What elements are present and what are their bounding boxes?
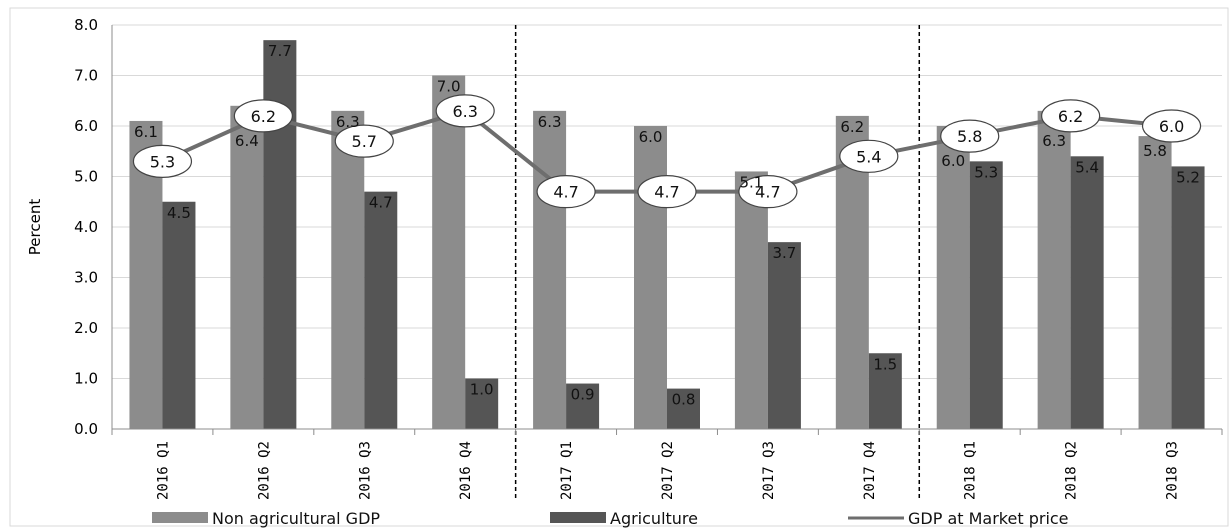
bar-agriculture (667, 388, 700, 429)
gdp-point-marker (233, 99, 293, 133)
data-label-agriculture: 1.0 (470, 381, 494, 399)
data-labels: 6.1 4.5 6.4 7.7 6.3 4.7 7.0 1.0 6.3 0.9 6.0 0.8 5.1 3… (134, 42, 1200, 408)
bar-agriculture (868, 353, 902, 429)
year-separators (514, 25, 921, 500)
gdp-point-label: 4.7 (654, 183, 679, 202)
bar-agriculture (566, 383, 600, 429)
data-label-non-agricultural-gdp: 5.1 (739, 173, 763, 191)
data-label-non-agricultural-gdp: 6.3 (336, 113, 360, 131)
gdp-point-label: 5.4 (856, 147, 881, 166)
data-label-non-agricultural-gdp: 6.0 (941, 152, 965, 170)
gdp-point-label: 6.2 (1058, 107, 1083, 126)
legend-label: Non agricultural GDP (212, 509, 380, 528)
x-tick-label: 2016 Q4 (458, 441, 474, 500)
bar-agriculture (263, 40, 297, 430)
gdp-point-label: 6.0 (1159, 117, 1184, 136)
x-tick-label: 2016 Q1 (155, 441, 171, 500)
data-label-agriculture: 7.7 (268, 42, 292, 60)
data-label-non-agricultural-gdp: 6.0 (639, 128, 663, 146)
bar-non-agricultural-gdp (634, 126, 667, 429)
bar-agriculture (1070, 156, 1104, 430)
gdp-point-marker (435, 94, 495, 128)
axes: 0.0 1.0 2.0 3.0 4.0 5.0 6.0 7.0 8.0 2016 Q1 2016 Q… (74, 16, 1223, 500)
data-label-agriculture: 0.9 (571, 386, 595, 404)
y-tick-label: 3.0 (74, 269, 98, 287)
y-tick-label: 5.0 (74, 168, 98, 186)
data-label-agriculture: 0.8 (672, 391, 696, 409)
x-tick-label: 2017 Q3 (761, 441, 777, 500)
bar-agriculture (465, 378, 499, 429)
gdp-point-marker (1041, 99, 1101, 133)
legend: Non agricultural GDP Agriculture GDP at Ma… (152, 509, 1069, 528)
bar-non-agricultural-gdp (230, 105, 264, 430)
data-label-agriculture: 5.4 (1075, 158, 1099, 176)
y-tick-label: 1.0 (74, 370, 98, 388)
x-tick-label: 2017 Q1 (559, 441, 575, 500)
bar-agriculture (1171, 166, 1205, 429)
y-tick-label: 0.0 (74, 420, 98, 438)
gdp-point-marker (1141, 109, 1202, 143)
x-tick-label: 2018 Q1 (963, 441, 979, 500)
gdp-point-marker (132, 144, 193, 178)
gdp-point-label: 5.7 (352, 132, 377, 151)
x-tick-label: 2018 Q2 (1064, 441, 1080, 500)
legend-label: GDP at Market price (908, 509, 1069, 528)
bar-agriculture (767, 242, 801, 429)
gdp-point-label: 5.3 (150, 152, 175, 171)
y-axis-title: Percent (26, 199, 44, 256)
x-tick-label: 2018 Q3 (1165, 441, 1181, 500)
data-label-agriculture: 3.7 (772, 244, 796, 262)
bar-non-agricultural-gdp (734, 171, 768, 429)
data-label-agriculture: 1.5 (873, 355, 897, 373)
x-tick-label: 2016 Q2 (256, 441, 272, 500)
gdp-point-label: 4.7 (755, 183, 780, 202)
gdp-line: 5.36.25.76.34.7 4.7 4.75.45.86.26.0 (132, 94, 1202, 209)
gdp-point-label: 6.2 (251, 107, 276, 126)
data-label-agriculture: 5.2 (1176, 168, 1200, 186)
data-label-agriculture: 5.3 (974, 163, 998, 181)
data-label-non-agricultural-gdp: 6.3 (1042, 132, 1066, 150)
x-tick-label: 2017 Q4 (862, 441, 878, 500)
bar-agriculture (364, 191, 398, 429)
data-label-non-agricultural-gdp: 7.0 (437, 78, 461, 96)
gdp-point-label: 4.7 (553, 183, 578, 202)
data-label-agriculture: 4.5 (167, 204, 191, 222)
chart-border (9, 7, 1229, 527)
data-label-non-agricultural-gdp: 6.1 (134, 123, 158, 141)
gdp-point-marker (839, 139, 899, 173)
gdp-point-marker (940, 119, 1000, 153)
y-tick-label: 4.0 (74, 218, 98, 236)
legend-label: Agriculture (610, 509, 698, 528)
data-label-non-agricultural-gdp: 6.4 (235, 132, 259, 150)
x-tick-label: 2016 Q3 (357, 441, 373, 500)
gdp-point-marker (536, 175, 596, 209)
gdp-point-marker (334, 124, 394, 158)
bar-non-agricultural-gdp (936, 126, 970, 429)
gdp-point-label: 6.3 (452, 102, 477, 121)
data-label-non-agricultural-gdp: 6.2 (840, 118, 864, 136)
bar-agriculture (162, 201, 196, 429)
bar-non-agricultural-gdp (1037, 110, 1071, 429)
bar-non-agricultural-gdp (533, 110, 567, 429)
bar-agriculture (969, 161, 1003, 429)
bar-non-agricultural-gdp (1138, 136, 1172, 429)
data-label-agriculture: 4.7 (369, 194, 393, 212)
legend-swatch (550, 512, 606, 523)
bar-non-agricultural-gdp (432, 75, 466, 429)
y-tick-label: 7.0 (74, 67, 98, 85)
y-tick-label: 6.0 (74, 117, 98, 135)
data-label-non-agricultural-gdp: 5.8 (1143, 142, 1167, 160)
data-label-non-agricultural-gdp: 6.3 (538, 113, 562, 131)
y-tick-label: 8.0 (74, 16, 98, 34)
bar-non-agricultural-gdp (331, 110, 365, 429)
legend-swatch (152, 512, 208, 523)
y-tick-label: 2.0 (74, 319, 98, 337)
gdp-point-label: 5.8 (957, 127, 982, 146)
x-tick-label: 2017 Q2 (660, 441, 676, 500)
gdp-point-marker (738, 175, 798, 209)
gdp-point-marker (637, 175, 697, 209)
